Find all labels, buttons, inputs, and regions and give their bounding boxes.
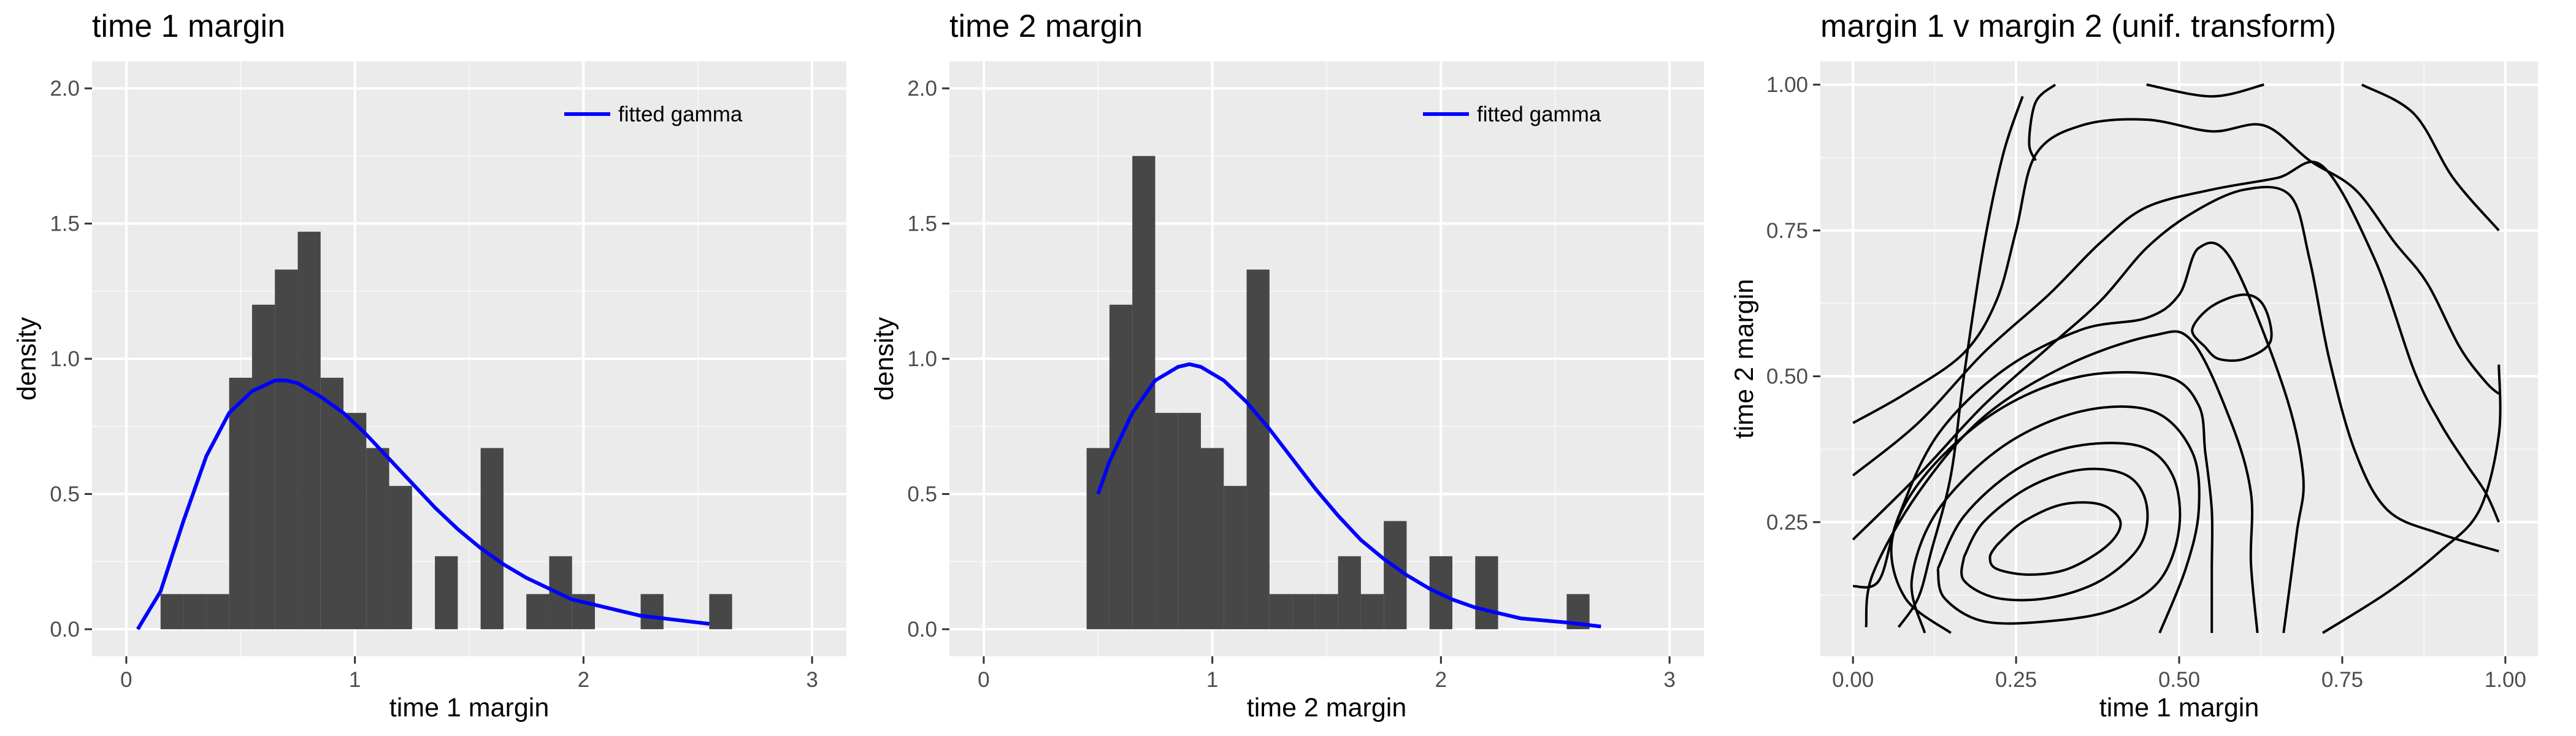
- histogram-bar: [229, 377, 252, 629]
- panel-1-legend-label: fitted gamma: [618, 102, 743, 126]
- y-tick-label: 1.00: [1766, 73, 1808, 97]
- histogram-bar: [275, 269, 298, 629]
- contour-line: [2361, 83, 2500, 232]
- contour-line: [2146, 83, 2264, 98]
- histogram-bar: [1292, 594, 1316, 629]
- panel-copula-contour: margin 1 v margin 2 (unif. transform) ti…: [1730, 9, 2538, 723]
- histogram-bar: [183, 594, 207, 629]
- x-tick-label: 0.50: [2158, 668, 2200, 692]
- panel-3-x-axis-title: time 1 margin: [2099, 693, 2259, 723]
- panel-1-layers: [92, 61, 846, 656]
- histogram-bar: [435, 556, 458, 629]
- x-tick-label: 1.00: [2485, 668, 2526, 692]
- panel-2-layers: [949, 61, 1704, 656]
- histogram-bar: [480, 448, 504, 629]
- y-tick-label: 0.50: [1766, 365, 1808, 389]
- y-tick-label: 2.0: [50, 77, 80, 101]
- histogram-bar: [343, 413, 367, 629]
- contour-line: [1960, 467, 2149, 602]
- contour-line: [1852, 186, 2499, 553]
- x-tick-label: 1: [1206, 668, 1218, 692]
- x-tick-label: 0: [120, 668, 132, 692]
- y-tick-label: 0.75: [1766, 219, 1808, 243]
- x-tick-label: 1: [349, 668, 361, 692]
- y-tick-label: 0.5: [907, 482, 937, 506]
- x-tick-label: 0.25: [1995, 668, 2037, 692]
- panel-2-title: time 2 margin: [949, 9, 1143, 44]
- histogram-bar: [1475, 556, 1498, 629]
- contour-line: [1897, 96, 2024, 628]
- contour-line: [1852, 118, 2500, 424]
- contour-line: [1988, 501, 2122, 576]
- x-tick-label: 2: [578, 668, 589, 692]
- x-tick-label: 0.75: [2321, 668, 2363, 692]
- histogram-bar: [1086, 448, 1110, 629]
- contour-line: [1936, 442, 2182, 625]
- y-tick-label: 0.5: [50, 482, 80, 506]
- histogram-bar: [251, 304, 275, 629]
- histogram-bar: [1201, 448, 1224, 629]
- x-tick-label: 2: [1435, 668, 1447, 692]
- panel-1-x-axis-title: time 1 margin: [389, 693, 549, 723]
- panel-time1-margin: time 1 margin time 1 margin density fitt…: [12, 9, 846, 723]
- contour-line: [2028, 83, 2057, 161]
- y-tick-label: 0.25: [1766, 510, 1808, 534]
- contour-line: [1852, 161, 2501, 523]
- contour-line: [1852, 241, 2305, 634]
- contour-line: [1865, 330, 2259, 634]
- contour-line: [2321, 364, 2502, 634]
- y-tick-label: 1.5: [907, 212, 937, 236]
- panel-1-y-axis-title: density: [12, 316, 42, 401]
- histogram-bar: [1178, 413, 1201, 629]
- y-tick-label: 1.0: [907, 347, 937, 371]
- y-tick-label: 1.0: [50, 347, 80, 371]
- panel-2-y-axis-title: density: [870, 316, 899, 401]
- histogram-bar: [160, 594, 184, 629]
- x-tick-label: 3: [806, 668, 818, 692]
- histogram-bar: [709, 594, 732, 629]
- panel-3-title: margin 1 v margin 2 (unif. transform): [1820, 9, 2336, 44]
- panel-3-layers: [1820, 61, 2538, 656]
- histogram-bar: [526, 594, 550, 629]
- x-tick-label: 3: [1663, 668, 1675, 692]
- y-tick-label: 0.0: [50, 618, 80, 642]
- histogram-bar: [206, 594, 229, 629]
- x-tick-label: 0: [978, 668, 989, 692]
- panel-1-title: time 1 margin: [92, 9, 285, 44]
- histogram-bar: [1224, 486, 1247, 629]
- contour-line: [2191, 293, 2273, 362]
- histogram-bar: [1269, 594, 1293, 629]
- contour-line: [1910, 405, 2201, 634]
- histogram-bar: [366, 448, 389, 629]
- histogram-bar: [320, 377, 343, 629]
- y-tick-label: 2.0: [907, 77, 937, 101]
- panel-2-legend-label: fitted gamma: [1477, 102, 1601, 126]
- histogram-bar: [1384, 521, 1407, 629]
- histogram-bar: [1360, 594, 1384, 629]
- histogram-bar: [1132, 156, 1156, 629]
- histogram-bar: [389, 486, 412, 629]
- panel-time2-margin: time 2 margin time 2 margin density fitt…: [870, 9, 1704, 723]
- histogram-bar: [1109, 304, 1133, 629]
- histogram-bar: [1315, 594, 1338, 629]
- y-tick-label: 0.0: [907, 618, 937, 642]
- panel-2-x-axis-title: time 2 margin: [1247, 693, 1406, 723]
- fitted-gamma-line: [1096, 362, 1601, 629]
- histogram-bar: [1246, 269, 1270, 629]
- panel-3-y-axis-title: time 2 margin: [1730, 279, 1759, 439]
- fitted-gamma-line: [136, 378, 710, 631]
- x-tick-label: 0.00: [1832, 668, 1874, 692]
- histogram-bar: [297, 231, 321, 629]
- y-tick-label: 1.5: [50, 212, 80, 236]
- histogram-bar: [1155, 413, 1178, 629]
- histogram-bar: [640, 594, 664, 629]
- histogram-bar: [1338, 556, 1361, 629]
